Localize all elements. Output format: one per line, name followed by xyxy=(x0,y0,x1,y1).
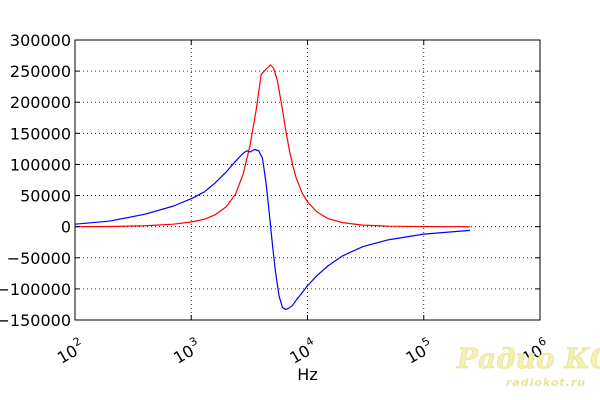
y-tick-label: 50000 xyxy=(20,187,71,206)
y-tick-label: −150000 xyxy=(0,311,71,330)
y-tick-labels: 300000 250000 200000 150000 100000 50000 0 −500… xyxy=(0,31,71,330)
x-axis-label: Hz xyxy=(297,365,317,384)
grid-lines xyxy=(75,40,540,320)
series-line-2 xyxy=(74,148,471,311)
watermark: Радио КОТ radiokot.ru xyxy=(456,342,600,389)
tick-marks xyxy=(74,39,541,321)
y-tick-label: 150000 xyxy=(10,124,71,143)
watermark-logo-text: Радио КОТ xyxy=(456,342,600,375)
y-tick-label: −100000 xyxy=(0,280,71,299)
y-tick-label: 200000 xyxy=(10,93,71,112)
y-tick-label: 0 xyxy=(61,218,71,237)
y-tick-label: 100000 xyxy=(10,155,71,174)
watermark-site-text: radiokot.ru xyxy=(506,376,586,389)
y-tick-label: 300000 xyxy=(10,31,71,50)
y-tick-label: −50000 xyxy=(7,249,71,268)
series-line-1 xyxy=(74,64,471,228)
data-series xyxy=(74,64,471,311)
y-tick-label: 250000 xyxy=(10,62,71,81)
